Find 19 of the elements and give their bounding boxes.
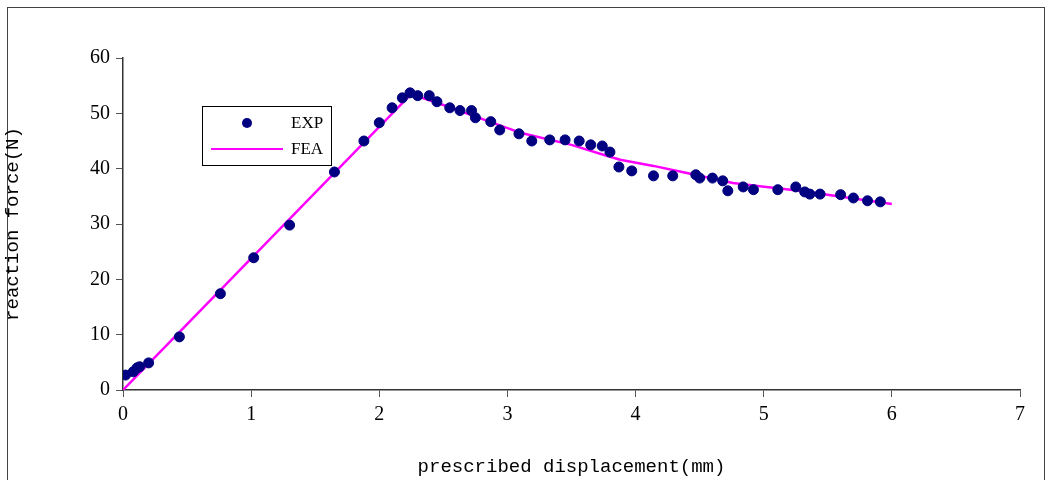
y-tick-label: 60	[90, 45, 110, 68]
x-tick-label: 4	[630, 402, 641, 425]
x-axis-title: prescribed displacement(mm)	[417, 455, 726, 478]
x-tick-label: 0	[118, 402, 128, 425]
y-tick-label: 30	[90, 211, 110, 234]
x-tick-label: 7	[1015, 402, 1025, 425]
y-tick-label: 20	[90, 266, 110, 289]
legend-label: EXP	[291, 113, 324, 133]
y-tick-label: 0	[100, 377, 110, 400]
x-tick-label: 3	[502, 402, 513, 425]
y-tick-label: 40	[90, 155, 110, 178]
x-tick-label: 1	[246, 402, 257, 425]
y-tick-label: 50	[90, 100, 110, 123]
x-tick-label: 6	[886, 402, 897, 425]
legend-label: FEA	[291, 139, 324, 159]
x-tick-label: 2	[374, 402, 385, 425]
x-tick-label: 5	[758, 402, 769, 425]
y-axis-title: reaction force(N)	[2, 127, 25, 321]
y-tick-label: 10	[90, 321, 110, 344]
